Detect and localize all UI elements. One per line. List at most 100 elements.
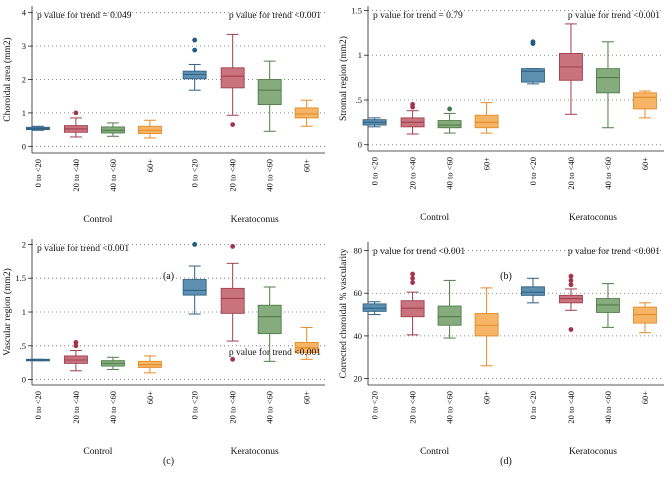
outlier-point [568, 278, 574, 283]
trend-annotation-right: p value for trend <0.001 [229, 347, 321, 358]
box-control-3 [437, 279, 462, 339]
box-keratoconus-1 [521, 39, 545, 85]
y-tick-label: 2 [22, 75, 26, 85]
chart-panel-a: 0 1 2 3 4 Choroidal area (mm2) 0 to <20 20 to <… [2, 6, 325, 282]
chart-panel-b: 0 .5 1 1.5 Stromal region (mm2) 0 to <20 20 to… [338, 5, 664, 282]
box-control-4 [137, 355, 162, 374]
category-label: 40 to <60 [265, 391, 275, 424]
outlier-point [447, 106, 452, 112]
y-tick-label: 1 [22, 108, 26, 118]
chart-panel-c: 0 .5 1 1.5 2 Vascular region (mm2) 0 to <20 20 … [2, 239, 325, 467]
outlier-point [73, 343, 79, 349]
category-label: 20 to <40 [408, 391, 418, 424]
outlier-point [73, 340, 79, 345]
trend-annotation-left: p value for trend = 0.79 [373, 10, 463, 21]
y-tick-label: 1 [358, 50, 362, 60]
category-label: 40 to <60 [445, 157, 455, 190]
outlier-point [568, 273, 574, 279]
category-label: 0 to <20 [190, 159, 200, 187]
y-tick-label: 4 [22, 8, 27, 18]
box-keratoconus-3 [596, 283, 620, 328]
box-control-4 [474, 287, 499, 367]
box-keratoconus-4 [633, 302, 657, 334]
y-tick-label: .5 [20, 341, 26, 351]
y-tick-label: .5 [356, 95, 362, 105]
category-label: 40 to <60 [108, 159, 118, 192]
y-tick-label: 0 [22, 141, 26, 151]
group-label-keratoconus: Keratoconus [569, 213, 617, 223]
box-control-1 [25, 125, 50, 131]
box-control-1 [25, 358, 50, 362]
category-label: 20 to <40 [71, 159, 81, 192]
box-keratoconus-4 [294, 327, 319, 360]
outlier-point [230, 356, 236, 362]
category-label: 60+ [302, 391, 312, 405]
outlier-point [410, 102, 415, 107]
category-label: 40 to <60 [265, 159, 275, 192]
category-label: 20 to <40 [228, 159, 238, 192]
box-body [596, 68, 620, 94]
category-label: 0 to <20 [370, 157, 380, 185]
y-tick-label: 60 [354, 288, 363, 298]
box-keratoconus-4 [633, 90, 657, 119]
trend-annotation-right: p value for trend <0.001 [229, 10, 321, 21]
panel-label: (c) [163, 456, 174, 467]
category-label: 60+ [640, 391, 650, 405]
y-axis-title: Vascular region (mm2) [2, 268, 13, 356]
y-axis-title: Choroidal area (mm2) [2, 37, 13, 121]
box-keratoconus-3 [596, 41, 620, 129]
category-label: 0 to <20 [33, 159, 43, 187]
box-control-3 [437, 106, 462, 134]
category-label: 60+ [302, 159, 312, 173]
category-label: 60+ [482, 157, 492, 171]
category-label: 0 to <20 [190, 391, 200, 419]
box-body [437, 120, 462, 129]
y-tick-label: 40 [354, 331, 363, 341]
box-body [521, 68, 545, 83]
outlier-point [192, 47, 198, 53]
box-keratoconus-3 [257, 60, 282, 132]
category-label: 20 to <40 [408, 157, 418, 190]
category-label: 60+ [482, 391, 492, 405]
y-tick-label: 1.5 [351, 5, 362, 15]
trend-annotation-right: p value for trend <0.001 [568, 10, 660, 21]
box-keratoconus-2 [220, 33, 245, 128]
outlier-point [530, 39, 536, 45]
outlier-point [230, 122, 236, 128]
y-tick-label: 20 [354, 374, 363, 384]
category-label: 20 to <40 [71, 391, 81, 424]
group-label-control: Control [83, 447, 112, 457]
box-body [474, 114, 499, 129]
box-keratoconus-2 [220, 244, 245, 362]
outlier-point [230, 244, 236, 249]
category-label: 40 to <60 [445, 391, 455, 424]
category-label: 0 to <20 [33, 391, 43, 419]
group-label-control: Control [83, 215, 112, 225]
box-body [521, 286, 545, 296]
box-body [294, 107, 319, 119]
y-axis-title: Corrected choroidal % vascularity [339, 248, 349, 378]
y-tick-label: 80 [354, 246, 363, 256]
category-label: 20 to <40 [228, 391, 238, 424]
y-tick-label: 0 [22, 375, 26, 385]
panel-label: (d) [500, 456, 512, 467]
box-control-3 [100, 356, 125, 370]
panel-label: (b) [500, 271, 512, 282]
outlier-point [410, 271, 415, 277]
box-body [257, 304, 282, 335]
category-label: 0 to <20 [370, 391, 380, 419]
y-tick-label: 0 [358, 140, 362, 150]
box-keratoconus-1 [182, 37, 207, 91]
outlier-point [568, 282, 574, 288]
outlier-point [192, 242, 198, 247]
y-tick-label: 3 [22, 41, 26, 51]
category-label: 20 to <40 [566, 391, 576, 424]
box-keratoconus-2 [559, 23, 583, 115]
box-keratoconus-4 [294, 99, 319, 127]
outlier-point [410, 280, 415, 285]
group-label-control: Control [420, 213, 449, 223]
category-label: 60+ [145, 391, 155, 405]
trend-annotation-left: p value for trend <0.001 [37, 243, 129, 254]
box-control-1 [362, 117, 387, 128]
